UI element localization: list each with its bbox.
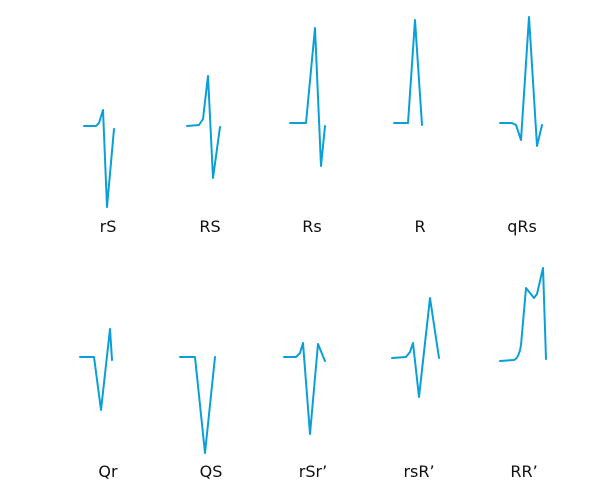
waveform-r-small-s xyxy=(289,27,326,167)
complex-label-qs: QS xyxy=(200,462,223,481)
complex-r: R xyxy=(393,19,426,236)
waveform-rsr-prime-tall xyxy=(391,297,440,398)
complex-label-qrs: qRs xyxy=(507,217,537,236)
waveform-qr xyxy=(79,328,113,411)
complex-label-qr: Qr xyxy=(98,462,118,481)
complex-big-rs: RS xyxy=(186,75,221,236)
complex-rs: rS xyxy=(83,109,117,236)
complex-label-rsr-prime: rSr’ xyxy=(299,462,327,481)
complex-qrs: qRs xyxy=(499,16,543,236)
waveform-qs xyxy=(179,356,216,454)
complex-label-r: R xyxy=(414,217,425,236)
complex-rsr-prime: rSr’ xyxy=(283,342,327,481)
complex-r-small-s: Rs xyxy=(289,27,326,236)
waveform-qrs xyxy=(499,16,543,147)
complex-label-big-rs: RS xyxy=(199,217,220,236)
waveform-big-rs xyxy=(186,75,221,179)
complex-label-rsr-prime-tall: rsR’ xyxy=(403,462,434,481)
complex-qr: Qr xyxy=(79,328,118,481)
complex-qs: QS xyxy=(179,356,223,481)
complex-rsr-prime-tall: rsR’ xyxy=(391,297,440,481)
complex-label-r-small-s: Rs xyxy=(302,217,321,236)
waveform-r xyxy=(393,19,423,126)
waveform-rr-prime xyxy=(499,267,547,362)
waveform-rs xyxy=(83,109,115,208)
complex-rr-prime: RR’ xyxy=(499,267,547,481)
complex-label-rr-prime: RR’ xyxy=(510,462,537,481)
complex-label-rs: rS xyxy=(100,217,117,236)
waveform-rsr-prime xyxy=(283,342,326,435)
